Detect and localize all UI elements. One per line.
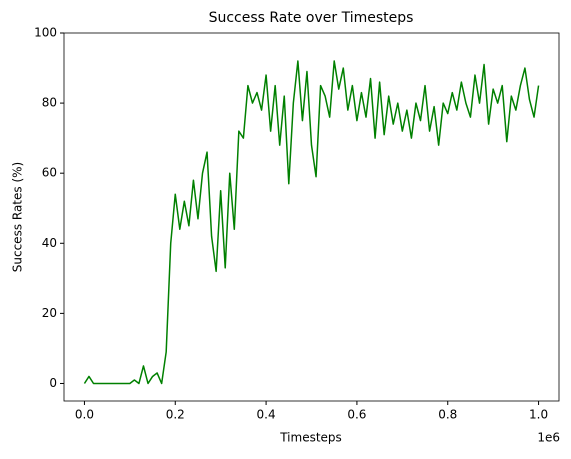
x-offset-label: 1e6 bbox=[537, 431, 560, 445]
chart-title: Success Rate over Timesteps bbox=[209, 10, 414, 26]
y-tick-label: 40 bbox=[42, 236, 57, 250]
y-tick-label: 60 bbox=[42, 166, 57, 180]
x-tick-label: 0.2 bbox=[166, 408, 185, 422]
y-tick-label: 0 bbox=[49, 376, 57, 390]
data-line bbox=[83, 60, 540, 385]
x-tick-label: 0.6 bbox=[347, 408, 366, 422]
x-tick-label: 1.0 bbox=[529, 408, 548, 422]
x-tick-label: 0.0 bbox=[75, 408, 94, 422]
x-tick-label: 0.4 bbox=[257, 408, 276, 422]
x-axis-label: Timesteps bbox=[279, 431, 342, 445]
y-tick-label: 80 bbox=[42, 96, 57, 110]
x-tick-label: 0.8 bbox=[438, 408, 457, 422]
y-tick-label: 20 bbox=[42, 306, 57, 320]
y-axis-label: Success Rates (%) bbox=[11, 162, 25, 272]
y-tick-label: 100 bbox=[34, 26, 57, 40]
plot-frame bbox=[63, 32, 560, 402]
